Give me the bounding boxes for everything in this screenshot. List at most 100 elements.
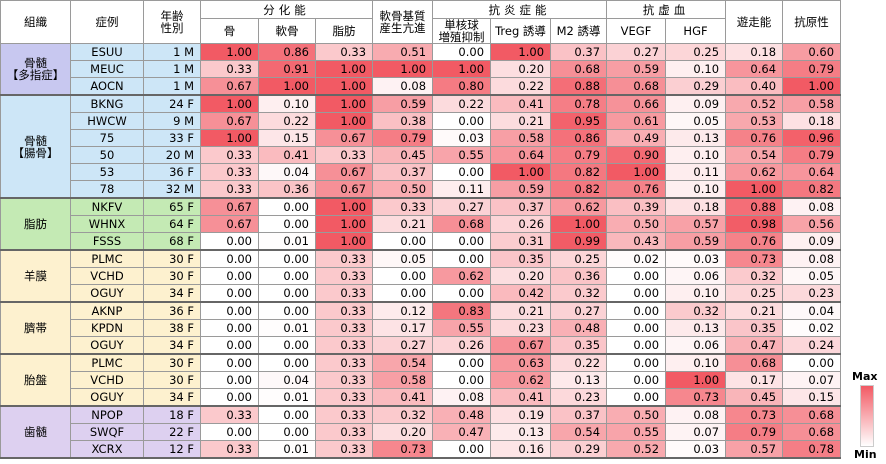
value-cell: 0.24 xyxy=(782,336,842,355)
group-header: 分化能 xyxy=(199,0,374,19)
value-cell: 0.31 xyxy=(490,232,552,251)
data-row: OGUY 34 F 0.00 0.01 0.33 0.41 0.08 0.41 0.23 0.00… xyxy=(1,388,842,407)
case-cell: NKFV xyxy=(70,197,144,216)
case-cell: 78 xyxy=(70,180,144,199)
value-cell: 0.33 xyxy=(314,440,374,459)
value-cell: 0.21 xyxy=(490,301,552,320)
age-cell: 34 F xyxy=(143,388,201,407)
value-cell: 0.00 xyxy=(606,319,667,337)
value-cell: 0.78 xyxy=(550,94,608,113)
value-cell: 0.59 xyxy=(372,94,434,113)
age-cell: 38 F xyxy=(143,319,201,337)
value-cell: 0.95 xyxy=(550,112,608,130)
age-cell: 1 M xyxy=(143,77,201,96)
value-cell: 0.62 xyxy=(432,267,492,285)
value-cell: 0.26 xyxy=(432,336,492,355)
value-cell: 0.12 xyxy=(372,301,434,320)
column-header: 症例 xyxy=(70,0,144,44)
data-row: 骨髄 【多指症】 ESUU 1 M 1.00 0.86 0.33 0.51 0.00 1.00 0… xyxy=(0,43,842,96)
value-cell: 0.18 xyxy=(782,112,842,130)
data-row: 骨髄 【腸骨】 BKNG 24 F 1.00 0.10 1.00 0.59 0.22 0.41 0… xyxy=(0,94,842,199)
group-header: 抗炎症能 xyxy=(432,0,608,19)
value-cell: 0.33 xyxy=(314,353,374,372)
age-cell: 34 F xyxy=(143,284,201,303)
data-row: SWQF 22 F 0.00 0.00 0.33 0.20 0.47 0.13 0.54 0.55… xyxy=(1,423,842,441)
value-cell: 0.54 xyxy=(372,353,434,372)
value-cell: 0.68 xyxy=(725,353,784,372)
value-cell: 0.00 xyxy=(432,249,492,268)
age-cell: 65 F xyxy=(143,197,201,216)
value-cell: 0.00 xyxy=(200,301,259,320)
age-cell: 32 M xyxy=(143,180,201,199)
age-cell: 36 F xyxy=(143,163,201,181)
value-cell: 0.33 xyxy=(314,423,374,441)
value-cell: 0.33 xyxy=(314,146,374,164)
value-cell: 0.88 xyxy=(725,197,784,216)
value-cell: 0.00 xyxy=(200,249,259,268)
value-cell: 1.00 xyxy=(665,371,727,389)
value-cell: 0.01 xyxy=(258,319,316,337)
value-cell: 0.67 xyxy=(314,129,374,147)
age-cell: 20 M xyxy=(143,146,201,164)
value-cell: 0.54 xyxy=(550,423,608,441)
age-cell: 18 F xyxy=(143,405,201,424)
data-row: 75 33 F 1.00 0.15 0.67 0.79 0.03 0.58 0.86 0.49 0.… xyxy=(1,129,842,147)
value-cell: 0.00 xyxy=(606,336,667,355)
value-cell: 0.47 xyxy=(725,336,784,355)
value-cell: 0.00 xyxy=(606,267,667,285)
value-cell: 0.18 xyxy=(665,197,727,216)
case-cell: AOCN xyxy=(70,77,144,96)
value-cell: 0.00 xyxy=(258,405,316,424)
value-cell: 0.68 xyxy=(550,60,608,78)
column-header: 軟骨 xyxy=(258,18,316,44)
tissue-cell: 胎盤 xyxy=(0,353,71,407)
age-cell: 36 F xyxy=(143,301,201,320)
value-cell: 0.27 xyxy=(432,197,492,216)
value-cell: 0.00 xyxy=(258,284,316,303)
case-cell: KPDN xyxy=(70,319,144,337)
case-cell: NPOP xyxy=(70,405,144,424)
value-cell: 0.51 xyxy=(372,43,434,61)
case-cell: 75 xyxy=(70,129,144,147)
value-cell: 0.11 xyxy=(665,163,727,181)
value-cell: 0.17 xyxy=(372,319,434,337)
value-cell: 1.00 xyxy=(782,77,842,96)
value-cell: 0.67 xyxy=(314,163,374,181)
value-cell: 1.00 xyxy=(490,43,552,61)
value-cell: 0.13 xyxy=(665,129,727,147)
heatmap-table: 組織 症例 年齢 性別 分化能 軟骨基質 産生亢進 抗炎症能 抗虚血 遊走能 抗原性骨軟骨 脂肪単… xyxy=(0,0,842,459)
value-cell: 0.08 xyxy=(782,197,842,216)
value-cell: 0.00 xyxy=(258,249,316,268)
value-cell: 0.45 xyxy=(725,388,784,407)
value-cell: 0.35 xyxy=(550,336,608,355)
value-cell: 0.01 xyxy=(258,388,316,407)
age-cell: 30 F xyxy=(143,371,201,389)
value-cell: 0.62 xyxy=(550,197,608,216)
value-cell: 0.08 xyxy=(665,405,727,424)
value-cell: 0.79 xyxy=(725,423,784,441)
value-cell: 0.22 xyxy=(550,353,608,372)
value-cell: 0.32 xyxy=(372,405,434,424)
case-cell: 53 xyxy=(70,163,144,181)
value-cell: 0.55 xyxy=(432,319,492,337)
value-cell: 0.20 xyxy=(490,267,552,285)
value-cell: 0.05 xyxy=(372,249,434,268)
value-cell: 0.35 xyxy=(490,249,552,268)
value-cell: 0.27 xyxy=(372,336,434,355)
value-cell: 0.13 xyxy=(490,423,552,441)
data-row: 脂肪 NKFV 65 F 0.67 0.00 1.00 0.33 0.27 0.37 0.62 0.… xyxy=(0,197,842,251)
value-cell: 1.00 xyxy=(200,43,259,61)
value-cell: 0.15 xyxy=(782,388,842,407)
case-cell: XCRX xyxy=(70,440,144,459)
value-cell: 0.10 xyxy=(665,353,727,372)
column-header: 年齢 性別 xyxy=(143,0,201,44)
data-row: 78 32 M 0.33 0.36 0.67 0.50 0.11 0.59 0.82 0.76 0.… xyxy=(1,180,842,199)
value-cell: 0.33 xyxy=(314,405,374,424)
value-cell: 0.79 xyxy=(550,146,608,164)
value-cell: 0.73 xyxy=(372,440,434,459)
value-cell: 1.00 xyxy=(314,197,374,216)
column-header: 骨 xyxy=(200,18,259,44)
column-header: VEGF xyxy=(606,18,667,44)
value-cell: 0.40 xyxy=(725,77,784,96)
value-cell: 0.23 xyxy=(490,319,552,337)
